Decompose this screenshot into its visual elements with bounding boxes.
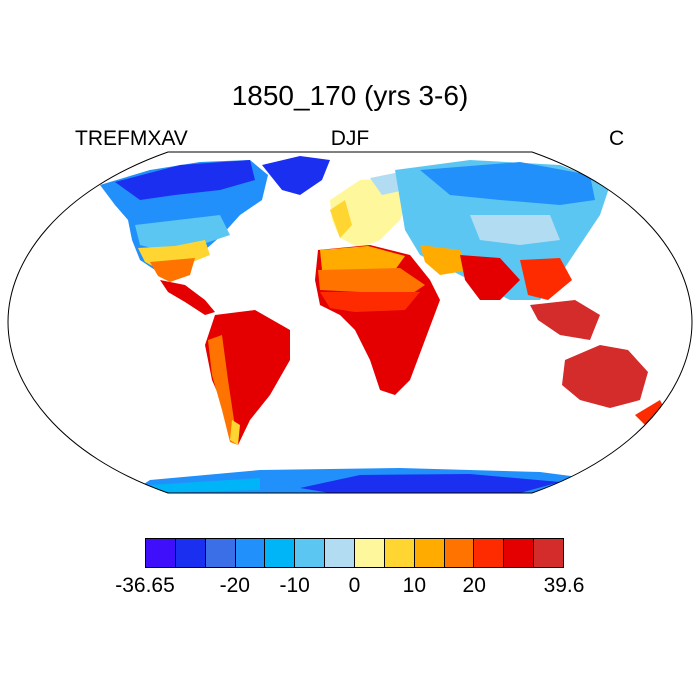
colorbar-swatch: [325, 539, 356, 567]
colorbar-tick-label: 0: [348, 574, 361, 597]
colorbar-tick-label: 39.6: [543, 574, 585, 597]
north-america: [100, 156, 330, 315]
colorbar-swatch: [235, 539, 266, 567]
colorbar-tick-label: 10: [402, 574, 427, 597]
colorbar-swatch: [175, 539, 206, 567]
colorbar-tick-label: 20: [462, 574, 486, 597]
colorbar-swatch: [146, 539, 176, 567]
africa: [315, 245, 440, 395]
units-label: C: [609, 127, 625, 150]
australia: [562, 345, 665, 425]
colorbar-swatch: [534, 539, 564, 567]
colorbar-tick-label: -20: [219, 574, 250, 597]
colorbar-swatch: [265, 539, 296, 567]
colorbar-swatch: [444, 539, 475, 567]
plot-title: 1850_170 (yrs 3-6): [231, 80, 469, 111]
colorbar-swatch: [474, 539, 505, 567]
colorbar-tick-label: -10: [279, 574, 310, 597]
antarctica: [130, 468, 660, 493]
colorbar-swatch: [205, 539, 236, 567]
season-label: DJF: [330, 127, 370, 150]
colorbar: [145, 538, 564, 568]
colorbar-tick-label: -36.65: [115, 574, 175, 597]
variable-label: TREFMXAV: [75, 127, 188, 150]
colorbar-swatch: [384, 539, 415, 567]
europe: [330, 172, 410, 248]
colorbar-swatch: [355, 539, 385, 567]
colorbar-swatch: [504, 539, 535, 567]
colorbar-swatch: [414, 539, 445, 567]
colorbar-swatch: [295, 539, 326, 567]
map-border: [7, 151, 693, 494]
asia: [395, 160, 610, 340]
south-america: [205, 310, 290, 445]
